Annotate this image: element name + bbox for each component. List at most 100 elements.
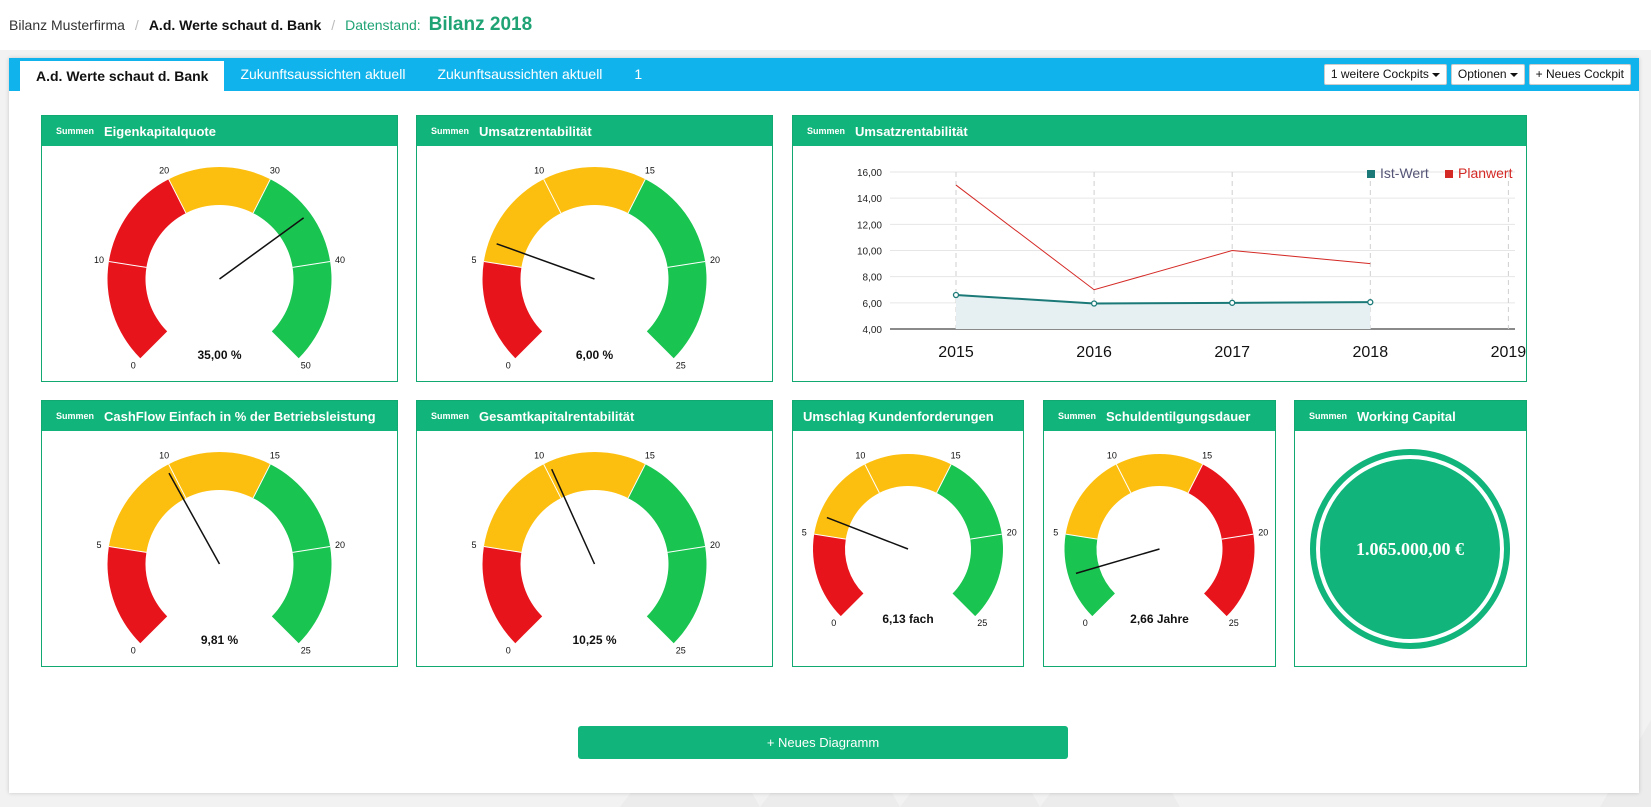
- card-title: Umsatzrentabilität: [855, 123, 968, 139]
- gauge-value-label: 6,00 %: [576, 348, 614, 362]
- gauge-band-red: [107, 546, 168, 644]
- x-tick-label: 2015: [938, 344, 974, 361]
- gauge-tick-line: [970, 533, 1002, 540]
- gauge-card-eigenkapitalquote[interactable]: Summen Eigenkapitalquote 0 10 20 30 40 50 35,00…: [41, 115, 398, 382]
- line-chart-card[interactable]: Summen Umsatzrentabilität 4,00 6,00 8,00 10,…: [792, 115, 1527, 382]
- gauge-band-green: [628, 179, 707, 359]
- gauge-tick-label: 0: [131, 360, 136, 370]
- gauge-tick-line: [543, 178, 562, 214]
- gauge-tick-label: 5: [96, 540, 101, 550]
- gauge-tick-label: 15: [1202, 450, 1212, 460]
- gauge-chart: 0 5 10 15 20 25 6,00 %: [471, 165, 720, 370]
- y-tick-label: 16,00: [857, 168, 882, 179]
- card-tag: Summen: [56, 126, 95, 136]
- gauge-value-label: 10,25 %: [572, 633, 616, 647]
- x-tick-label: 2018: [1353, 344, 1389, 361]
- gauge-card-umschlag-kundenforderungen[interactable]: Umschlag Kundenforderungen 0 5 10 15 20 25 6,1…: [792, 400, 1024, 667]
- gauge-tick-label: 25: [676, 645, 686, 655]
- new-cockpit-button[interactable]: + Neues Cockpit: [1528, 64, 1631, 85]
- breadcrumb-company[interactable]: Bilanz Musterfirma: [9, 17, 125, 33]
- gauge-value-label: 9,81 %: [201, 633, 239, 647]
- gauge-band-yellow: [483, 452, 646, 553]
- card-header: Umschlag Kundenforderungen: [793, 401, 1023, 431]
- data-point-ist-wert[interactable]: [1367, 299, 1374, 306]
- new-diagram-button[interactable]: + Neues Diagramm: [578, 726, 1068, 759]
- data-point-ist-wert[interactable]: [1229, 299, 1236, 306]
- gauge-tick-label: 15: [645, 450, 655, 460]
- gauge-card-gesamtkapitalrentabilitaet[interactable]: Summen Gesamtkapitalrentabilität 0 5 10 15 20…: [416, 400, 773, 667]
- gauge-tick-label: 10: [534, 450, 544, 460]
- breadcrumb-separator: /: [331, 17, 336, 33]
- gauge-tick-label: 30: [270, 165, 280, 175]
- gauge-tick-line: [252, 178, 271, 214]
- gauge-band-red: [1188, 464, 1255, 617]
- gauge-value-label: 35,00 %: [197, 348, 241, 362]
- y-tick-label: 6,00: [863, 299, 883, 310]
- caret-down-icon: [1431, 72, 1440, 77]
- gauge-tick-label: 0: [831, 618, 836, 628]
- gauge-card-schuldentilgungsdauer[interactable]: Summen Schuldentilgungsdauer 0 5 10 15 20 25 2,…: [1043, 400, 1276, 667]
- gauge-band-green: [1064, 534, 1115, 617]
- breadcrumb-cockpit[interactable]: A.d. Werte schaut d. Bank: [148, 17, 322, 33]
- y-tick-label: 14,00: [857, 194, 882, 205]
- gauge-band-yellow: [814, 454, 952, 540]
- gauge-chart: 0 5 10 15 20 25 6,13 fach: [802, 450, 1017, 628]
- card-title: Umschlag Kundenforderungen: [803, 408, 994, 424]
- gauge-needle: [496, 243, 595, 280]
- gauge-band-green: [628, 464, 707, 644]
- data-point-ist-wert[interactable]: [952, 291, 960, 299]
- card-tag: Summen: [431, 411, 470, 421]
- gauge-tick-line: [864, 464, 880, 494]
- tab-zukunftsaussichten-2[interactable]: Zukunftsaussichten aktuell: [437, 66, 603, 82]
- gauge-band-yellow: [483, 167, 646, 268]
- gauge-tick-label: 0: [506, 360, 511, 370]
- datastand-value[interactable]: Bilanz 2018: [428, 14, 533, 35]
- data-point-ist-wert[interactable]: [1090, 300, 1098, 307]
- tab-werte-bank[interactable]: A.d. Werte schaut d. Bank: [20, 61, 225, 91]
- legend-label-planwert[interactable]: Planwert: [1458, 165, 1513, 181]
- breadcrumb: Bilanz Musterfirma / A.d. Werte schaut d…: [0, 0, 1651, 50]
- cockpit-panel: A.d. Werte schaut d. Bank Zukunftsaussic…: [9, 58, 1639, 793]
- options-label: Optionen: [1457, 67, 1507, 81]
- gauge-chart: 0 5 10 15 20 25 9,81 %: [96, 450, 345, 655]
- y-tick-label: 12,00: [857, 220, 882, 231]
- gauge-band-green: [936, 464, 1003, 617]
- gauge-band-yellow: [1065, 454, 1203, 540]
- gauge-tick-label: 0: [506, 645, 511, 655]
- gauge-tick-line: [483, 545, 522, 553]
- gauge-chart: 0 5 10 15 20 25 2,66 Jahre: [1053, 450, 1268, 628]
- gauge-tick-line: [814, 533, 846, 540]
- gauge-card-umsatzrentabilitaet[interactable]: Summen Umsatzrentabilität 0 5 10 15 20 25 6,00 …: [416, 115, 773, 382]
- gauge-tick-label: 5: [802, 528, 807, 538]
- gauge-tick-label: 20: [1007, 528, 1017, 538]
- caret-down-icon: [1509, 72, 1518, 77]
- gauge-band-red: [813, 534, 864, 617]
- gauge-tick-label: 25: [977, 618, 987, 628]
- gauge-needle: [1075, 548, 1160, 575]
- gauge-needle: [219, 217, 305, 280]
- gauge-tick-label: 20: [710, 255, 720, 265]
- card-header: Summen Gesamtkapitalrentabilität: [417, 401, 772, 431]
- card-title: CashFlow Einfach in % der Betriebsleistu…: [104, 408, 376, 424]
- legend-label-ist-wert[interactable]: Ist-Wert: [1380, 165, 1429, 181]
- gauge-tick-label: 15: [645, 165, 655, 175]
- gauge-tick-line: [667, 260, 706, 268]
- gauge-tick-label: 25: [1229, 618, 1239, 628]
- tab-zukunftsaussichten-1[interactable]: Zukunftsaussichten aktuell: [240, 66, 406, 82]
- y-tick-label: 8,00: [863, 273, 883, 284]
- gauge-tick-label: 20: [335, 540, 345, 550]
- gauge-tick-line: [627, 178, 646, 214]
- working-capital-card[interactable]: Summen Working Capital 1.065.000,00 €: [1294, 400, 1527, 667]
- gauge-tick-line: [292, 260, 331, 268]
- tab-1[interactable]: 1: [634, 66, 643, 82]
- gauge-tick-label: 20: [159, 165, 169, 175]
- card-tag: Summen: [1058, 411, 1097, 421]
- gauge-tick-label: 0: [131, 645, 136, 655]
- card-header: Summen Working Capital: [1295, 401, 1526, 431]
- gauge-card-cashflow[interactable]: Summen CashFlow Einfach in % der Betriebs…: [41, 400, 398, 667]
- more-cockpits-dropdown[interactable]: 1 weitere Cockpits: [1323, 64, 1447, 85]
- options-dropdown[interactable]: Optionen: [1450, 64, 1525, 85]
- card-title: Gesamtkapitalrentabilität: [479, 408, 635, 424]
- gauge-band-yellow: [108, 452, 271, 553]
- card-header: Summen Eigenkapitalquote: [42, 116, 397, 146]
